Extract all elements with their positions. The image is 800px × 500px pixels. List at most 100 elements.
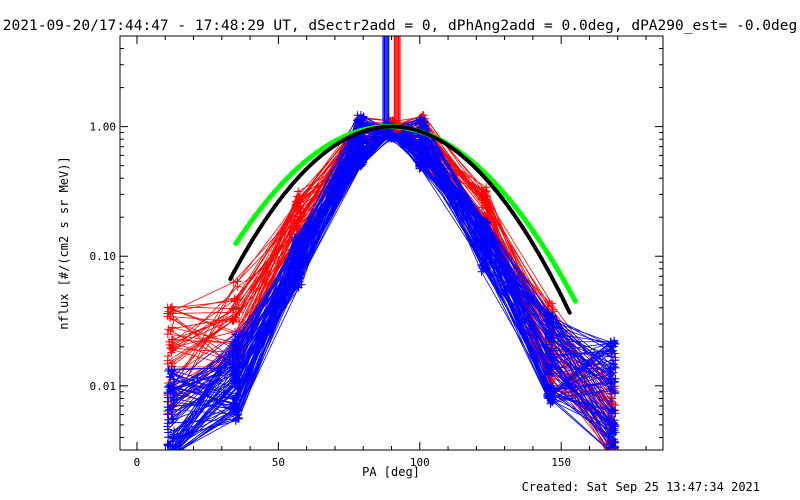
- data-point-marker: [483, 261, 492, 270]
- y-tick-label: 0.01: [90, 380, 117, 393]
- data-point-marker: [169, 452, 177, 460]
- data-point-marker: [606, 346, 615, 355]
- data-point-marker: [164, 428, 173, 437]
- data-point-marker: [607, 452, 615, 460]
- data-point-marker: [165, 452, 173, 460]
- data-point-marker: [233, 277, 242, 286]
- data-point-marker: [543, 393, 552, 401]
- data-point-marker: [229, 341, 238, 350]
- data-point-marker: [168, 323, 177, 332]
- data-point-marker: [169, 452, 177, 460]
- data-point-marker: [169, 395, 178, 404]
- data-point-marker: [165, 451, 173, 459]
- data-point-marker: [169, 452, 177, 460]
- data-point-marker: [415, 161, 424, 170]
- data-point-marker: [163, 356, 172, 365]
- x-tick-label: 50: [272, 456, 285, 469]
- data-point-marker: [169, 452, 177, 460]
- data-point-marker: [229, 305, 237, 314]
- data-point-marker: [296, 270, 305, 279]
- data-point-marker: [230, 294, 239, 303]
- data-point-marker: [296, 212, 305, 221]
- data-point-marker: [547, 361, 556, 370]
- data-point-marker: [353, 111, 362, 120]
- data-point-marker: [607, 397, 616, 406]
- y-axis-label: nflux [#/(cm2 s sr MeV)]: [57, 156, 71, 329]
- data-point-marker: [229, 278, 238, 287]
- data-point-marker: [170, 426, 179, 435]
- data-point-marker: [165, 441, 174, 450]
- data-point-marker: [165, 373, 174, 382]
- data-point-marker: [420, 121, 429, 130]
- x-tick-label: 0: [134, 456, 141, 469]
- data-point-marker: [611, 438, 620, 447]
- data-point-marker: [166, 344, 175, 353]
- data-point-marker: [170, 452, 178, 460]
- data-point-marker: [170, 378, 179, 387]
- data-point-marker: [548, 344, 557, 353]
- data-point-marker: [611, 340, 620, 348]
- data-point-marker: [168, 452, 176, 460]
- data-point-marker: [163, 452, 171, 460]
- y-tick-label: 1.00: [90, 121, 117, 134]
- data-point-marker: [355, 158, 364, 167]
- data-point-marker: [605, 452, 613, 460]
- data-point-marker: [163, 403, 172, 412]
- data-point-marker: [483, 245, 492, 254]
- data-point-marker: [166, 452, 174, 460]
- data-point-marker: [544, 332, 553, 341]
- data-point-marker: [293, 234, 302, 242]
- data-point-marker: [231, 416, 240, 425]
- data-point-marker: [169, 382, 178, 391]
- data-point-marker: [163, 309, 172, 318]
- data-point-marker: [230, 340, 239, 349]
- data-point-marker: [168, 452, 176, 460]
- data-point-marker: [609, 452, 617, 460]
- created-timestamp: Created: Sat Sep 25 13:47:34 2021: [521, 480, 760, 494]
- data-point-marker: [415, 157, 424, 166]
- data-point-marker: [606, 341, 615, 350]
- data-point-marker: [163, 388, 172, 397]
- fit-curve-black: [228, 124, 572, 315]
- data-point-marker: [296, 255, 305, 264]
- data-point-marker: [166, 314, 174, 323]
- data-point-marker: [545, 366, 554, 375]
- data-point-marker: [609, 452, 617, 460]
- data-point-marker: [168, 452, 176, 460]
- data-point-marker: [165, 452, 173, 460]
- fit-layer: [228, 124, 578, 315]
- data-point-marker: [422, 151, 430, 160]
- data-point-marker: [610, 362, 619, 371]
- data-point-marker: [164, 452, 172, 460]
- data-point-marker: [167, 366, 176, 375]
- data-point-marker: [356, 119, 364, 128]
- data-point-marker: [168, 359, 177, 367]
- data-point-marker: [164, 452, 172, 460]
- data-point-marker: [167, 452, 175, 460]
- data-point-marker: [232, 395, 241, 404]
- data-point-marker: [480, 217, 489, 226]
- data-point-marker: [544, 311, 553, 320]
- data-point-marker: [167, 452, 175, 460]
- data-point-marker: [611, 356, 620, 365]
- data-point-marker: [354, 144, 363, 153]
- data-point-marker: [168, 405, 177, 414]
- data-point-marker: [293, 207, 302, 216]
- data-point-marker: [293, 221, 302, 230]
- data-point-marker: [229, 316, 238, 325]
- data-point-marker: [416, 115, 424, 124]
- data-point-marker: [235, 318, 243, 326]
- data-point-marker: [609, 346, 617, 355]
- data-point-marker: [233, 410, 242, 419]
- data-point-marker: [164, 415, 173, 424]
- data-point-marker: [611, 409, 620, 418]
- data-point-marker: [165, 337, 174, 346]
- data-point-marker: [421, 139, 430, 148]
- data-point-marker: [478, 188, 487, 196]
- data-point-marker: [163, 330, 172, 338]
- data-point-marker: [608, 452, 616, 460]
- y-tick-label: 0.10: [90, 250, 117, 263]
- data-point-marker: [357, 136, 366, 145]
- data-point-marker: [164, 452, 172, 460]
- data-point-marker: [608, 439, 617, 448]
